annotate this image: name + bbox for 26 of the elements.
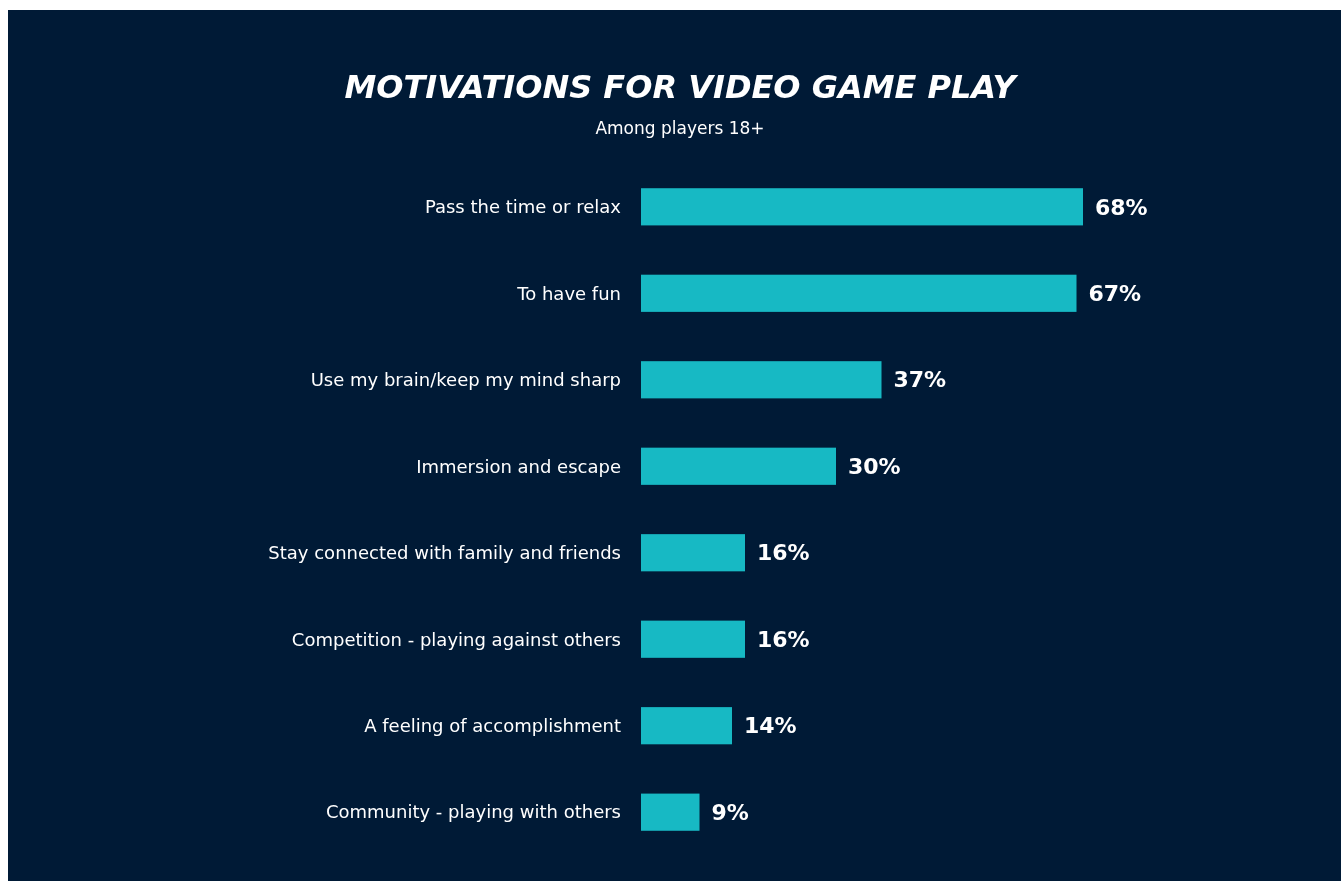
data-label: 37% [893,367,947,393]
data-label: 14% [744,713,797,739]
data-label: 16% [757,626,810,652]
bar [641,274,1077,312]
y-tick-label: A feeling of accomplishment [364,715,621,737]
bar [641,188,1083,226]
data-label: 16% [757,540,810,566]
y-tick-label: Community - playing with others [325,801,621,823]
y-tick-label: Stay connected with family and friends [268,542,621,564]
y-tick-label: Competition - playing against others [291,628,621,650]
data-label: 67% [1088,280,1142,306]
data-label: 30% [848,453,901,479]
chart-title: MOTIVATIONS FOR VIDEO GAME PLAY [344,68,1019,106]
bar [641,534,745,572]
y-tick-label: Immersion and escape [416,455,621,477]
data-label: 68% [1095,194,1148,220]
bar [641,361,882,399]
y-tick-label: Pass the time or relax [424,196,622,218]
bar [641,447,836,485]
chart-subtitle: Among players 18+ [595,118,765,138]
data-label: 9% [711,799,749,825]
bar [641,793,700,831]
bar [641,707,732,745]
bar [641,620,745,658]
y-tick-label: To have fun [516,282,621,304]
y-tick-label: Use my brain/keep my mind sharp [310,369,621,391]
